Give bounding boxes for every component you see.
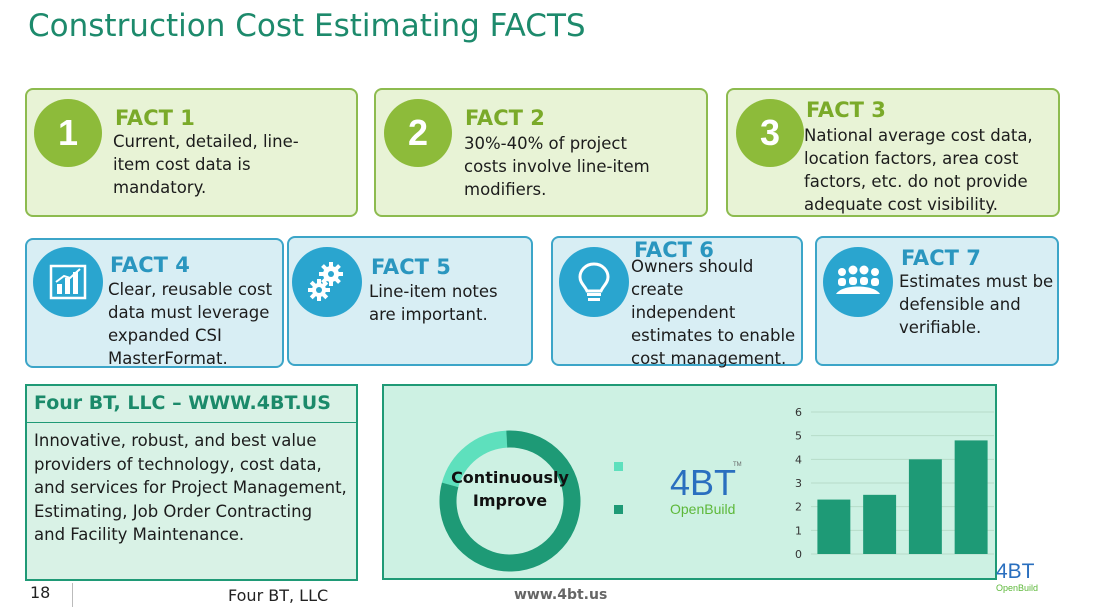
bar-1 bbox=[817, 499, 851, 554]
donut-label-line1: Continuously bbox=[451, 468, 569, 487]
fact-7-heading: FACT 7 bbox=[901, 246, 981, 270]
y-tick-label: 6 bbox=[795, 406, 802, 419]
fact-2-heading: FACT 2 bbox=[465, 106, 545, 130]
fact-4-text: Clear, reusable cost data must leverage ex… bbox=[108, 280, 273, 368]
chart-svg: Continuously Improve 4BT TM OpenBuild 0 1… bbox=[439, 406, 994, 572]
company-title: Four BT, LLC – WWW.4BT.US bbox=[34, 392, 331, 414]
fact-1-heading: FACT 1 bbox=[115, 106, 195, 130]
page-number: 18 bbox=[30, 583, 51, 602]
bar-chart: 0 1 2 3 4 5 6 bbox=[795, 406, 994, 561]
bar-chart-icon bbox=[33, 247, 103, 317]
fact-3-text: National average cost data, location fact… bbox=[804, 126, 1033, 214]
y-tick-label: 3 bbox=[795, 477, 802, 490]
fact-7-card: FACT 7 Estimates must be defensible and ve… bbox=[815, 236, 1059, 366]
logo-sub: OpenBuild bbox=[670, 501, 735, 517]
logo-mark: 4BT bbox=[670, 462, 736, 503]
y-tick-label: 1 bbox=[795, 524, 802, 537]
bar-4 bbox=[954, 440, 988, 554]
fact-2-text: 30%-40% of project costs involve line-ite… bbox=[464, 134, 650, 199]
company-description: Innovative, robust, and best value provid… bbox=[34, 431, 347, 544]
number-badge-3: 3 bbox=[736, 99, 804, 167]
fact-1-text: Current, detailed, line-item cost data i… bbox=[113, 132, 299, 197]
bar-3 bbox=[908, 459, 942, 554]
footer-url: www.4bt.us bbox=[514, 587, 608, 603]
page-title: Construction Cost Estimating FACTS bbox=[28, 8, 586, 44]
legend-dark-marker bbox=[614, 505, 623, 514]
fact-6-text: Owners should create independent estimates … bbox=[631, 257, 796, 368]
chart-panel: Continuously Improve 4BT TM OpenBuild 0 1… bbox=[382, 384, 997, 580]
fact-4-heading: FACT 4 bbox=[110, 253, 190, 277]
fact-3-heading: FACT 3 bbox=[806, 98, 886, 122]
fact-6-card: FACT 6 Owners should create independent est… bbox=[551, 236, 803, 368]
corner-logo: 4BT OpenBuild bbox=[996, 561, 1048, 601]
logo-tm: TM bbox=[733, 462, 742, 468]
footer-divider bbox=[72, 583, 73, 607]
fact-5-text: Line-item notes are important. bbox=[369, 282, 498, 324]
company-info-box: Four BT, LLC – WWW.4BT.US Innovative, ro… bbox=[25, 384, 358, 581]
footer-company: Four BT, LLC bbox=[228, 586, 329, 605]
corner-logo-sub: OpenBuild bbox=[996, 583, 1039, 593]
fact-2-card: 2 FACT 2 30%-40% of project costs involve… bbox=[374, 88, 708, 217]
fact-1-card: 1 FACT 1 Current, detailed, line-item co… bbox=[25, 88, 358, 217]
bar-2 bbox=[863, 494, 897, 554]
fact-4-card: FACT 4 Clear, reusable cost data must lev… bbox=[25, 238, 284, 368]
gears-icon bbox=[292, 247, 362, 317]
lightbulb-icon bbox=[559, 247, 629, 317]
fact-6-heading: FACT 6 bbox=[634, 238, 714, 262]
y-tick-label: 0 bbox=[795, 548, 802, 561]
corner-logo-mark: 4BT bbox=[996, 560, 1035, 583]
fact-7-text: Estimates must be defensible and verifiabl… bbox=[899, 272, 1054, 337]
y-tick-label: 5 bbox=[795, 430, 802, 443]
fact-5-heading: FACT 5 bbox=[371, 255, 451, 279]
donut-label-line2: Improve bbox=[473, 491, 547, 510]
fact-3-card: 3 FACT 3 National average cost data, loca… bbox=[726, 88, 1060, 217]
y-tick-label: 4 bbox=[795, 453, 802, 466]
number-badge-2: 2 bbox=[384, 99, 452, 167]
legend-light-marker bbox=[614, 462, 623, 471]
team-icon bbox=[823, 247, 893, 317]
fact-5-card: FACT 5 Line-item notes are important. bbox=[287, 236, 533, 366]
divider bbox=[27, 422, 356, 423]
number-badge-1: 1 bbox=[34, 99, 102, 167]
y-tick-label: 2 bbox=[795, 501, 802, 514]
